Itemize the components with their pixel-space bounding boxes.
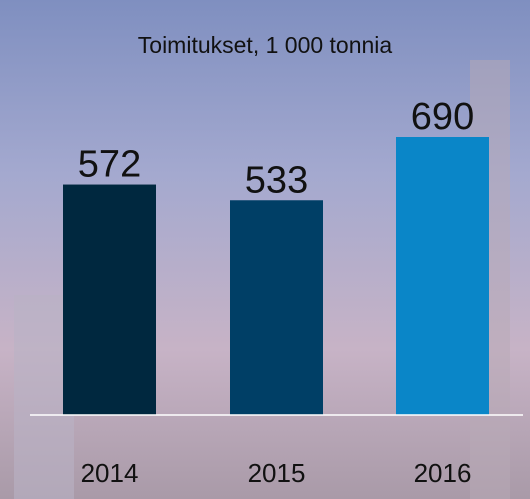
bar	[230, 200, 323, 415]
x-tick-label: 2016	[414, 458, 472, 488]
value-label: 572	[78, 144, 141, 186]
bar	[396, 137, 489, 415]
value-label: 533	[245, 159, 308, 201]
value-label: 690	[411, 96, 474, 138]
chart-title: Toimitukset, 1 000 tonnia	[138, 32, 393, 58]
bar	[63, 184, 156, 415]
x-tick-label: 2014	[81, 458, 139, 488]
x-tick-label: 2015	[248, 458, 306, 488]
